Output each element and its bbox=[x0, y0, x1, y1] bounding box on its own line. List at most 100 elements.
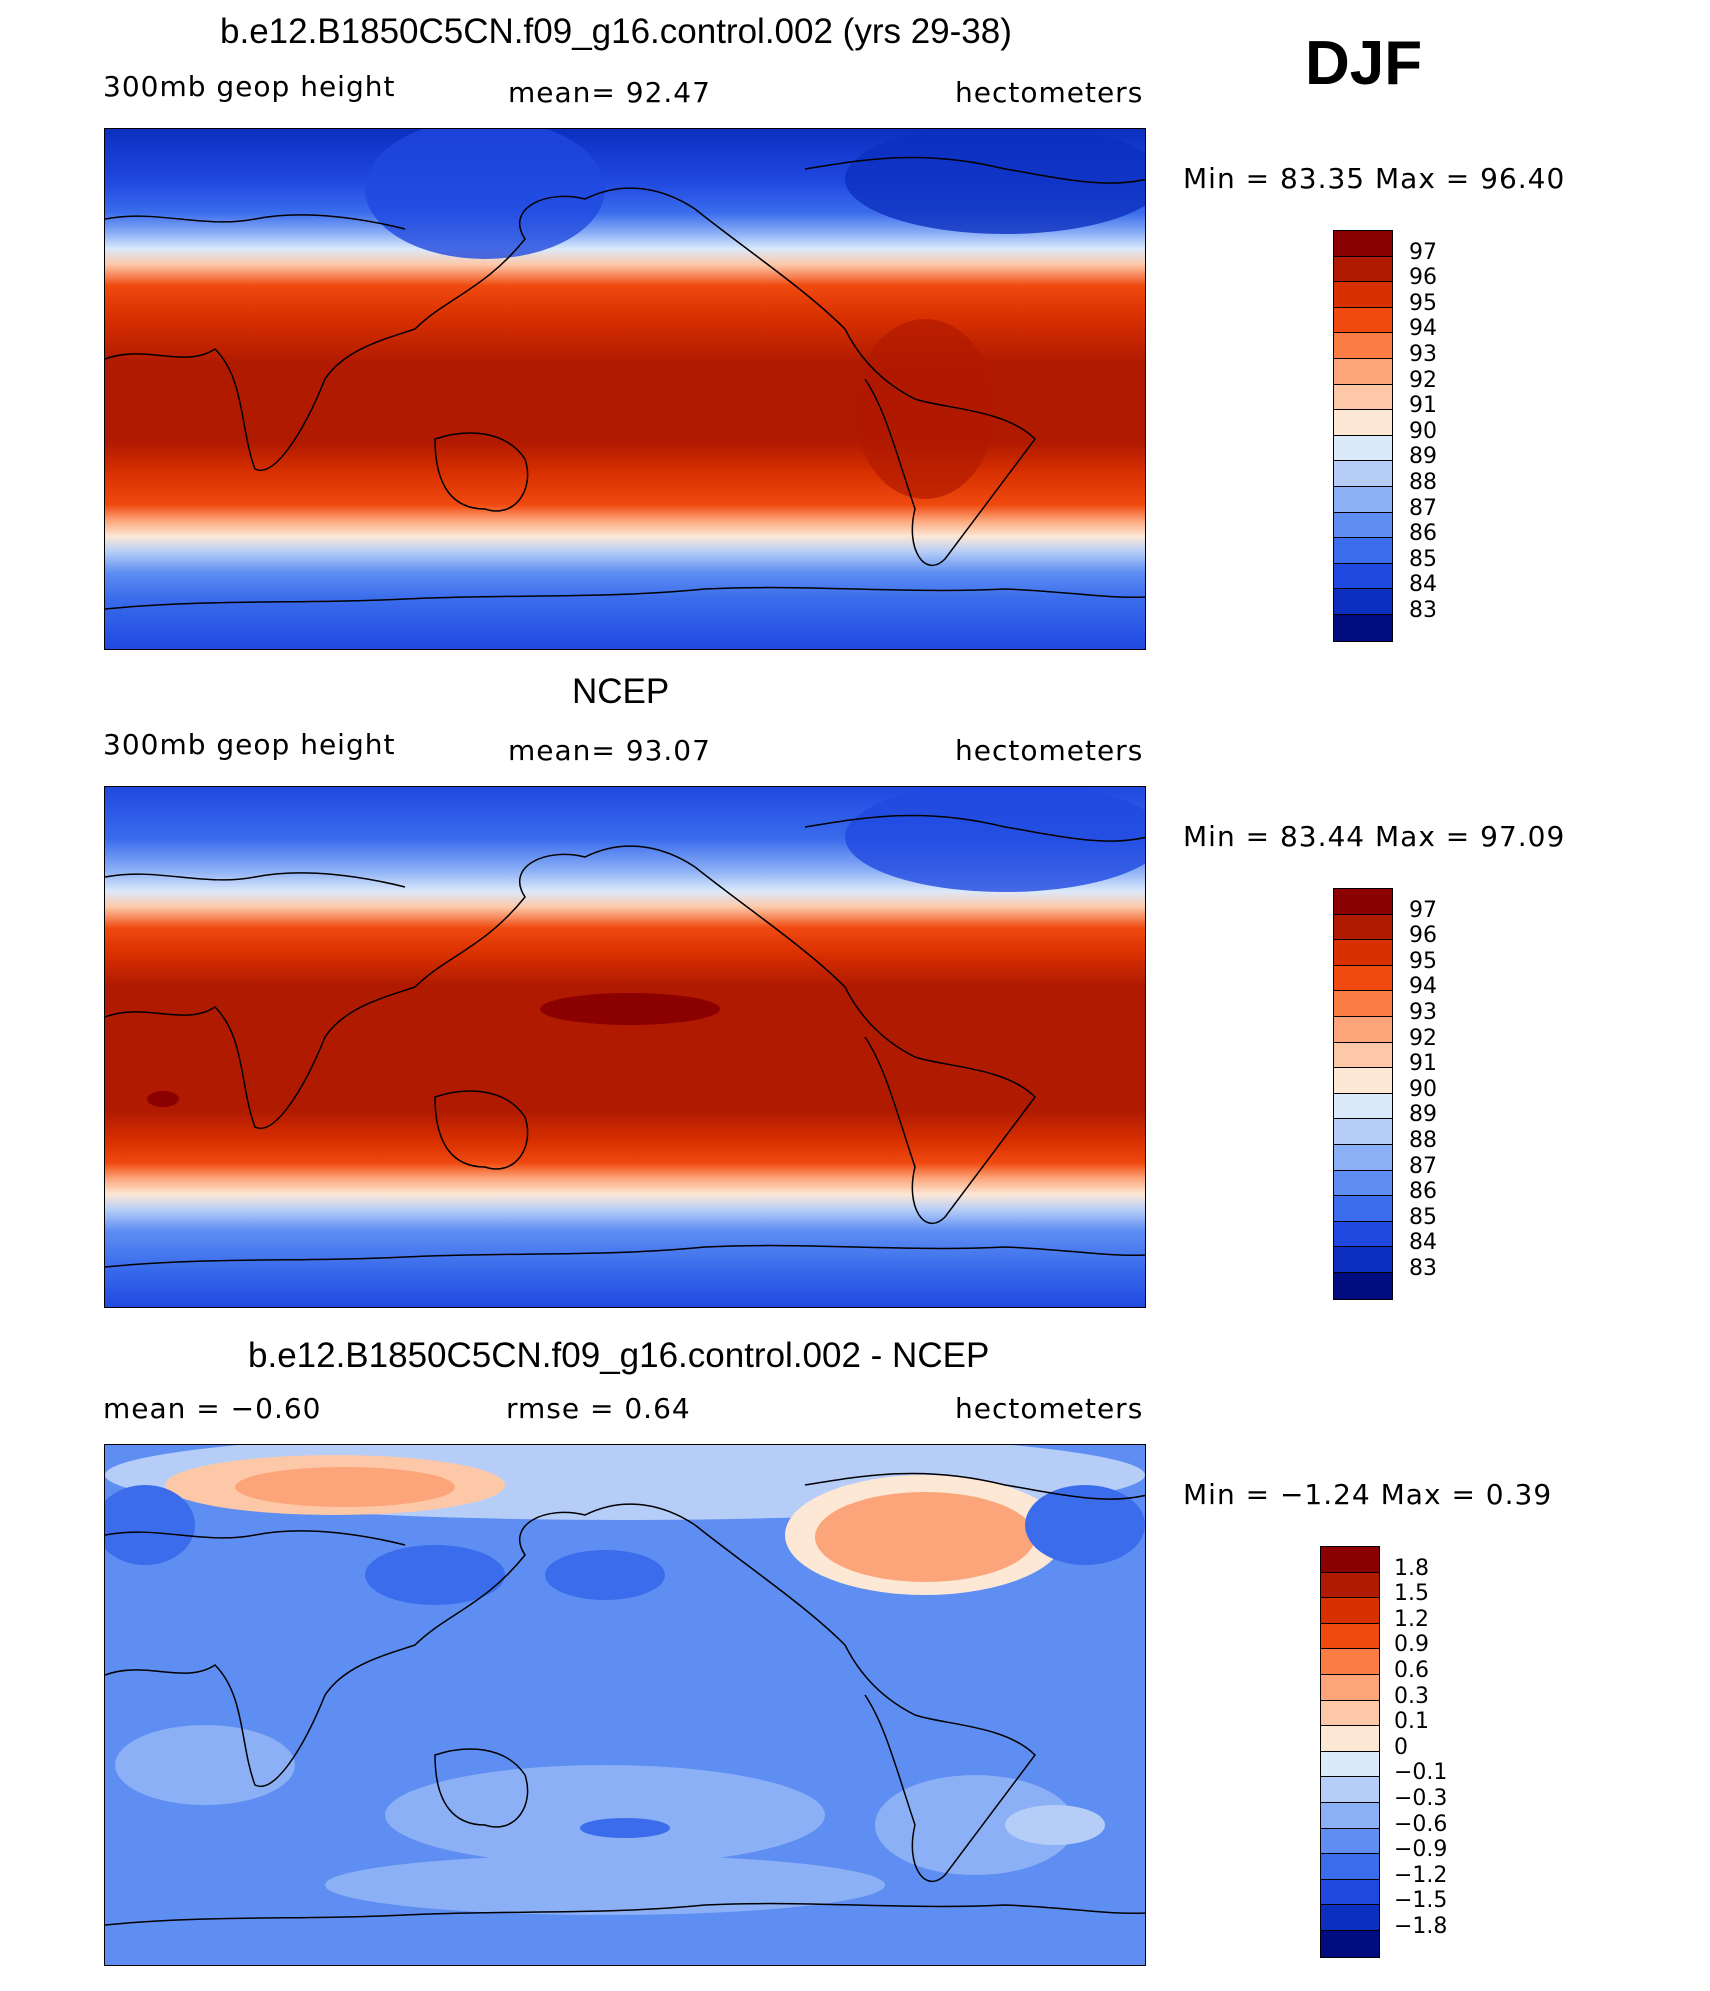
colorbar-tick-label: 97 bbox=[1409, 239, 1437, 265]
colorbar-swatch bbox=[1334, 589, 1392, 615]
colorbar-swatch bbox=[1334, 940, 1392, 966]
colorbar-tick-label: 87 bbox=[1409, 495, 1437, 521]
colorbar-swatch bbox=[1334, 282, 1392, 308]
colorbar-tick-label: 84 bbox=[1409, 572, 1437, 598]
colorbar-swatch bbox=[1321, 1802, 1379, 1829]
colorbar-swatch bbox=[1334, 512, 1392, 539]
colorbar-tick-label: 83 bbox=[1409, 1256, 1437, 1281]
colorbar-swatch bbox=[1321, 1598, 1379, 1624]
panel-3-map bbox=[104, 1444, 1146, 1966]
colorbar-tick-label: −0.3 bbox=[1394, 1786, 1448, 1811]
colorbar-swatch bbox=[1321, 1905, 1379, 1931]
colorbar-swatch bbox=[1334, 1119, 1392, 1145]
colorbar-tick-label: 91 bbox=[1409, 393, 1437, 419]
colorbar-swatch bbox=[1334, 1042, 1392, 1069]
panel-2-title: NCEP bbox=[572, 672, 670, 711]
colorbar-tick-label: 94 bbox=[1409, 974, 1437, 1000]
colorbar-tick-label: 96 bbox=[1409, 923, 1437, 949]
colorbar-swatch bbox=[1321, 1879, 1379, 1906]
colorbar-swatch bbox=[1321, 1854, 1379, 1880]
colorbar-swatch bbox=[1334, 538, 1392, 564]
colorbar-tick-label: 92 bbox=[1409, 1025, 1437, 1051]
colorbar-tick-label: 1.5 bbox=[1394, 1581, 1429, 1607]
colorbar-swatch bbox=[1334, 307, 1392, 334]
panel-3-mean-label: mean = −0.60 bbox=[103, 1392, 322, 1425]
colorbar-tick-label: 1.2 bbox=[1394, 1606, 1429, 1632]
panel-1-colorbar: 97 96 95 94 93 92 91 90 89 88 87 86 85 84 83 bbox=[1333, 230, 1437, 642]
colorbar-swatch bbox=[1334, 384, 1392, 411]
panel-2-map bbox=[104, 786, 1146, 1308]
panel-1-map bbox=[104, 128, 1146, 650]
panel-1-coastlines bbox=[105, 156, 1145, 610]
colorbar-tick-label: 87 bbox=[1409, 1153, 1437, 1179]
colorbar-tick-label: 86 bbox=[1409, 1179, 1437, 1205]
colorbar-swatch bbox=[1334, 991, 1392, 1017]
colorbar-swatch bbox=[1334, 1170, 1392, 1197]
colorbar-tick-label: −1.8 bbox=[1394, 1914, 1448, 1939]
panel-3-coastlines bbox=[105, 1472, 1145, 1926]
colorbar-tick-label: 0.9 bbox=[1394, 1632, 1429, 1658]
colorbar-tick-label: 1.8 bbox=[1394, 1555, 1429, 1581]
panel-3-colorbar-swatches bbox=[1320, 1546, 1380, 1958]
colorbar-swatch bbox=[1334, 333, 1392, 359]
colorbar-tick-label: 88 bbox=[1409, 470, 1437, 495]
colorbar-tick-label: 84 bbox=[1409, 1230, 1437, 1256]
panel-2-mean-label: mean= 93.07 bbox=[508, 734, 711, 767]
colorbar-swatch bbox=[1321, 1777, 1379, 1803]
colorbar-swatch bbox=[1321, 1572, 1379, 1599]
panel-3-title: b.e12.B1850C5CN.f09_g16.control.002 - NC… bbox=[248, 1336, 990, 1375]
colorbar-swatch bbox=[1321, 1649, 1379, 1675]
colorbar-swatch bbox=[1334, 486, 1392, 513]
panel-2-colorbar-swatches bbox=[1333, 888, 1393, 1300]
colorbar-tick-label: 97 bbox=[1409, 897, 1437, 923]
colorbar-tick-label: −1.2 bbox=[1394, 1862, 1448, 1888]
colorbar-swatch bbox=[1334, 256, 1392, 283]
panel-3-colorbar: 1.8 1.5 1.2 0.9 0.6 0.3 0.1 0 −0.1 −0.3 −0.6 −0.9 −1… bbox=[1320, 1546, 1447, 1958]
panel-2-units-label: hectometers bbox=[955, 734, 1144, 767]
colorbar-tick-label: −0.1 bbox=[1394, 1760, 1448, 1786]
colorbar-tick-label: 93 bbox=[1409, 342, 1437, 367]
colorbar-swatch bbox=[1334, 1247, 1392, 1273]
colorbar-swatch bbox=[1334, 1016, 1392, 1043]
colorbar-tick-label: 83 bbox=[1409, 598, 1437, 623]
colorbar-swatch bbox=[1334, 435, 1392, 462]
panel-2-variable-label: 300mb geop height bbox=[103, 728, 396, 761]
colorbar-swatch bbox=[1321, 1930, 1379, 1957]
colorbar-tick-label: 0 bbox=[1394, 1734, 1408, 1760]
panel-1-title: b.e12.B1850C5CN.f09_g16.control.002 (yrs… bbox=[220, 12, 1012, 51]
panel-2-coastlines bbox=[105, 814, 1145, 1268]
colorbar-swatch bbox=[1321, 1726, 1379, 1752]
colorbar-tick-label: 0.1 bbox=[1394, 1709, 1429, 1735]
colorbar-swatch bbox=[1334, 1272, 1392, 1299]
colorbar-tick-label: 90 bbox=[1409, 1076, 1437, 1102]
panel-1-colorbar-swatches bbox=[1333, 230, 1393, 642]
colorbar-swatch bbox=[1334, 1093, 1392, 1120]
colorbar-swatch bbox=[1334, 1068, 1392, 1094]
colorbar-tick-label: 92 bbox=[1409, 367, 1437, 393]
colorbar-swatch bbox=[1334, 1144, 1392, 1171]
colorbar-tick-label: 0.6 bbox=[1394, 1658, 1429, 1683]
colorbar-swatch bbox=[1334, 914, 1392, 941]
colorbar-tick-label: 88 bbox=[1409, 1128, 1437, 1153]
panel-3-units-label: hectometers bbox=[955, 1392, 1144, 1425]
colorbar-swatch bbox=[1334, 358, 1392, 385]
colorbar-tick-label: 86 bbox=[1409, 521, 1437, 547]
season-label: DJF bbox=[1305, 29, 1423, 98]
colorbar-swatch bbox=[1321, 1751, 1379, 1778]
colorbar-tick-label: 95 bbox=[1409, 290, 1437, 316]
colorbar-swatch bbox=[1321, 1623, 1379, 1650]
colorbar-tick-label: 94 bbox=[1409, 316, 1437, 342]
panel-2-colorbar: 97 96 95 94 93 92 91 90 89 88 87 86 85 84 83 bbox=[1333, 888, 1437, 1300]
colorbar-swatch bbox=[1321, 1828, 1379, 1855]
colorbar-swatch bbox=[1321, 1547, 1379, 1573]
colorbar-tick-label: 96 bbox=[1409, 265, 1437, 291]
colorbar-swatch bbox=[1334, 614, 1392, 641]
colorbar-tick-label: 90 bbox=[1409, 418, 1437, 444]
colorbar-tick-label: −0.9 bbox=[1394, 1837, 1448, 1863]
colorbar-swatch bbox=[1334, 461, 1392, 487]
colorbar-tick-label: 89 bbox=[1409, 1102, 1437, 1128]
colorbar-tick-label: 95 bbox=[1409, 948, 1437, 974]
colorbar-swatch bbox=[1334, 1221, 1392, 1248]
colorbar-swatch bbox=[1334, 889, 1392, 915]
colorbar-swatch bbox=[1334, 563, 1392, 590]
